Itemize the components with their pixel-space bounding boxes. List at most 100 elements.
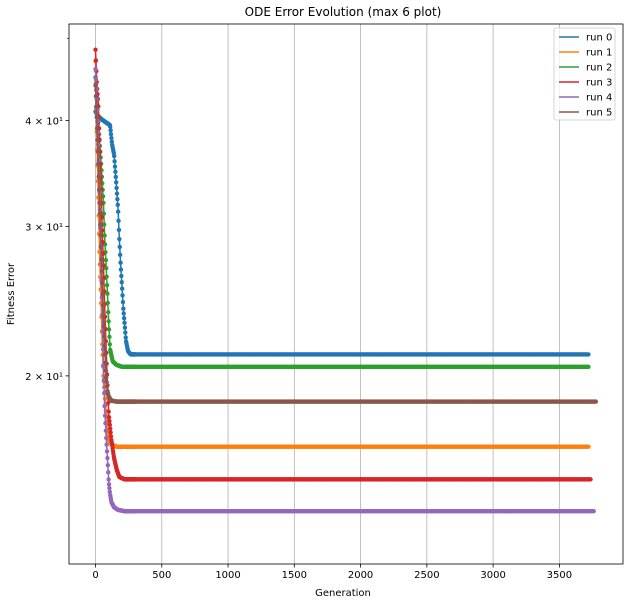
data-point <box>102 222 107 227</box>
data-point <box>116 227 122 233</box>
plot-area <box>69 24 623 564</box>
legend-label: run 3 <box>586 78 612 89</box>
data-point <box>103 368 109 373</box>
data-point <box>119 273 124 279</box>
data-point <box>101 364 106 369</box>
data-point <box>106 400 111 406</box>
y-tick-label: 2 × 10¹ <box>25 372 63 383</box>
data-point <box>102 333 107 339</box>
x-tick-label: 3000 <box>480 570 505 581</box>
x-axis-title: Generation <box>315 588 371 599</box>
y-tick-label: 4 × 10¹ <box>25 117 63 128</box>
data-point <box>107 418 112 424</box>
data-point <box>93 66 98 72</box>
data-point <box>119 280 124 285</box>
data-point <box>113 180 119 185</box>
data-point <box>108 128 113 133</box>
data-point <box>95 149 101 154</box>
data-point <box>113 174 118 180</box>
data-point <box>95 137 100 143</box>
data-point <box>101 314 106 319</box>
data-point <box>109 139 115 145</box>
data-point <box>96 187 102 192</box>
data-point <box>93 93 99 99</box>
data-point <box>98 222 103 227</box>
legend-label: run 1 <box>586 48 612 59</box>
data-point <box>106 319 111 324</box>
data-point <box>106 415 112 420</box>
data-point <box>99 269 105 274</box>
legend-label: run 5 <box>586 108 612 119</box>
data-point <box>94 104 99 109</box>
data-point <box>104 283 110 288</box>
data-point <box>115 197 120 202</box>
data-point <box>107 485 112 491</box>
y-axis: 2 × 10¹ 3 × 10¹ 4 × 10¹ <box>25 38 69 383</box>
data-point <box>107 422 113 428</box>
data-point <box>96 161 101 166</box>
x-tick-label: 1000 <box>215 570 240 581</box>
data-point <box>104 379 109 385</box>
data-point <box>106 482 112 487</box>
data-point <box>114 191 120 196</box>
data-point <box>102 233 107 238</box>
data-point <box>112 159 117 164</box>
data-point <box>118 260 123 265</box>
data-point <box>104 384 110 389</box>
data-point <box>118 267 124 272</box>
legend: run 0 run 1 run 2 run 3 run 4 run 5 <box>553 27 616 121</box>
data-point <box>108 426 113 431</box>
x-tick-label: 1500 <box>282 570 307 581</box>
data-point <box>107 334 112 340</box>
data-point <box>93 77 99 82</box>
legend-label: run 4 <box>586 93 612 104</box>
data-point <box>114 185 119 191</box>
data-point <box>108 430 113 435</box>
data-point <box>112 164 118 169</box>
legend-label: run 0 <box>586 33 612 44</box>
data-point <box>103 420 108 426</box>
data-point <box>104 266 109 271</box>
data-point <box>98 233 103 238</box>
data-point <box>122 320 127 326</box>
series-group <box>93 47 593 482</box>
data-point <box>120 299 126 305</box>
x-tick-label: 2000 <box>348 570 373 581</box>
data-point <box>120 293 125 298</box>
data-point <box>108 131 114 137</box>
data-point <box>586 444 591 449</box>
chart-title: ODE Error Evolution (max 6 plot) <box>245 5 442 19</box>
data-point <box>102 404 107 409</box>
data-point <box>93 47 98 52</box>
data-point <box>98 244 104 250</box>
data-point <box>104 449 110 454</box>
data-point <box>586 352 591 357</box>
data-point <box>121 315 127 321</box>
data-point <box>94 114 99 120</box>
data-point <box>115 209 121 214</box>
data-point <box>107 342 113 347</box>
x-tick-label: 3500 <box>547 570 572 581</box>
data-point <box>100 303 106 308</box>
data-point <box>101 324 107 329</box>
data-point <box>117 252 123 258</box>
data-point <box>97 211 103 216</box>
data-point <box>102 352 108 357</box>
data-point <box>591 509 596 514</box>
data-point <box>121 311 126 316</box>
data-point <box>103 360 108 365</box>
data-point <box>122 325 128 330</box>
data-point <box>117 236 122 242</box>
data-point <box>103 257 109 263</box>
data-point <box>116 218 121 223</box>
data-point <box>106 309 111 315</box>
legend-label: run 2 <box>586 63 612 74</box>
y-axis-title: Fitness Error <box>6 262 17 325</box>
series-group <box>93 83 599 404</box>
data-point <box>117 244 122 250</box>
data-point <box>109 135 114 141</box>
data-point <box>94 126 100 131</box>
data-point <box>106 327 112 332</box>
data-point <box>111 153 117 159</box>
